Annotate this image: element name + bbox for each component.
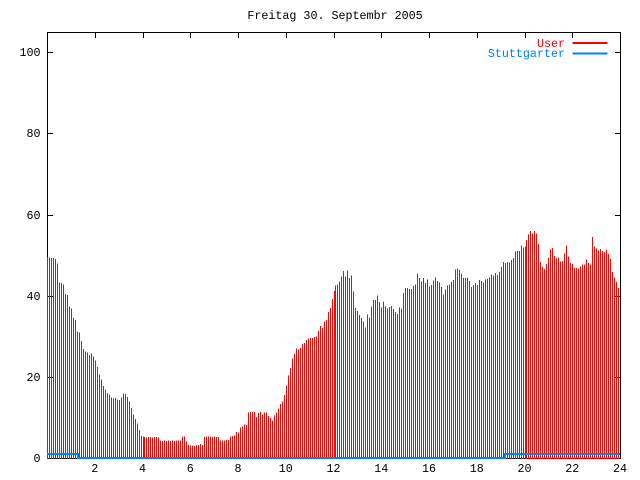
svg-text:14: 14 (374, 462, 388, 476)
svg-text:10: 10 (279, 462, 293, 476)
svg-text:100: 100 (19, 46, 40, 60)
svg-text:2: 2 (91, 462, 98, 476)
svg-text:8: 8 (234, 462, 241, 476)
svg-text:User: User (537, 37, 565, 51)
svg-text:20: 20 (26, 371, 40, 385)
svg-text:60: 60 (26, 209, 40, 223)
svg-text:24: 24 (613, 462, 627, 476)
svg-text:12: 12 (326, 462, 340, 476)
svg-text:80: 80 (26, 127, 40, 141)
svg-text:20: 20 (517, 462, 531, 476)
svg-text:4: 4 (139, 462, 146, 476)
svg-text:18: 18 (470, 462, 484, 476)
svg-text:6: 6 (187, 462, 194, 476)
svg-text:40: 40 (26, 290, 40, 304)
svg-text:22: 22 (565, 462, 579, 476)
svg-text:0: 0 (33, 452, 40, 466)
svg-text:16: 16 (422, 462, 436, 476)
svg-text:Stuttgarter: Stuttgarter (488, 47, 565, 61)
svg-text:Freitag 30. Septembr 2005: Freitag 30. Septembr 2005 (247, 9, 422, 23)
